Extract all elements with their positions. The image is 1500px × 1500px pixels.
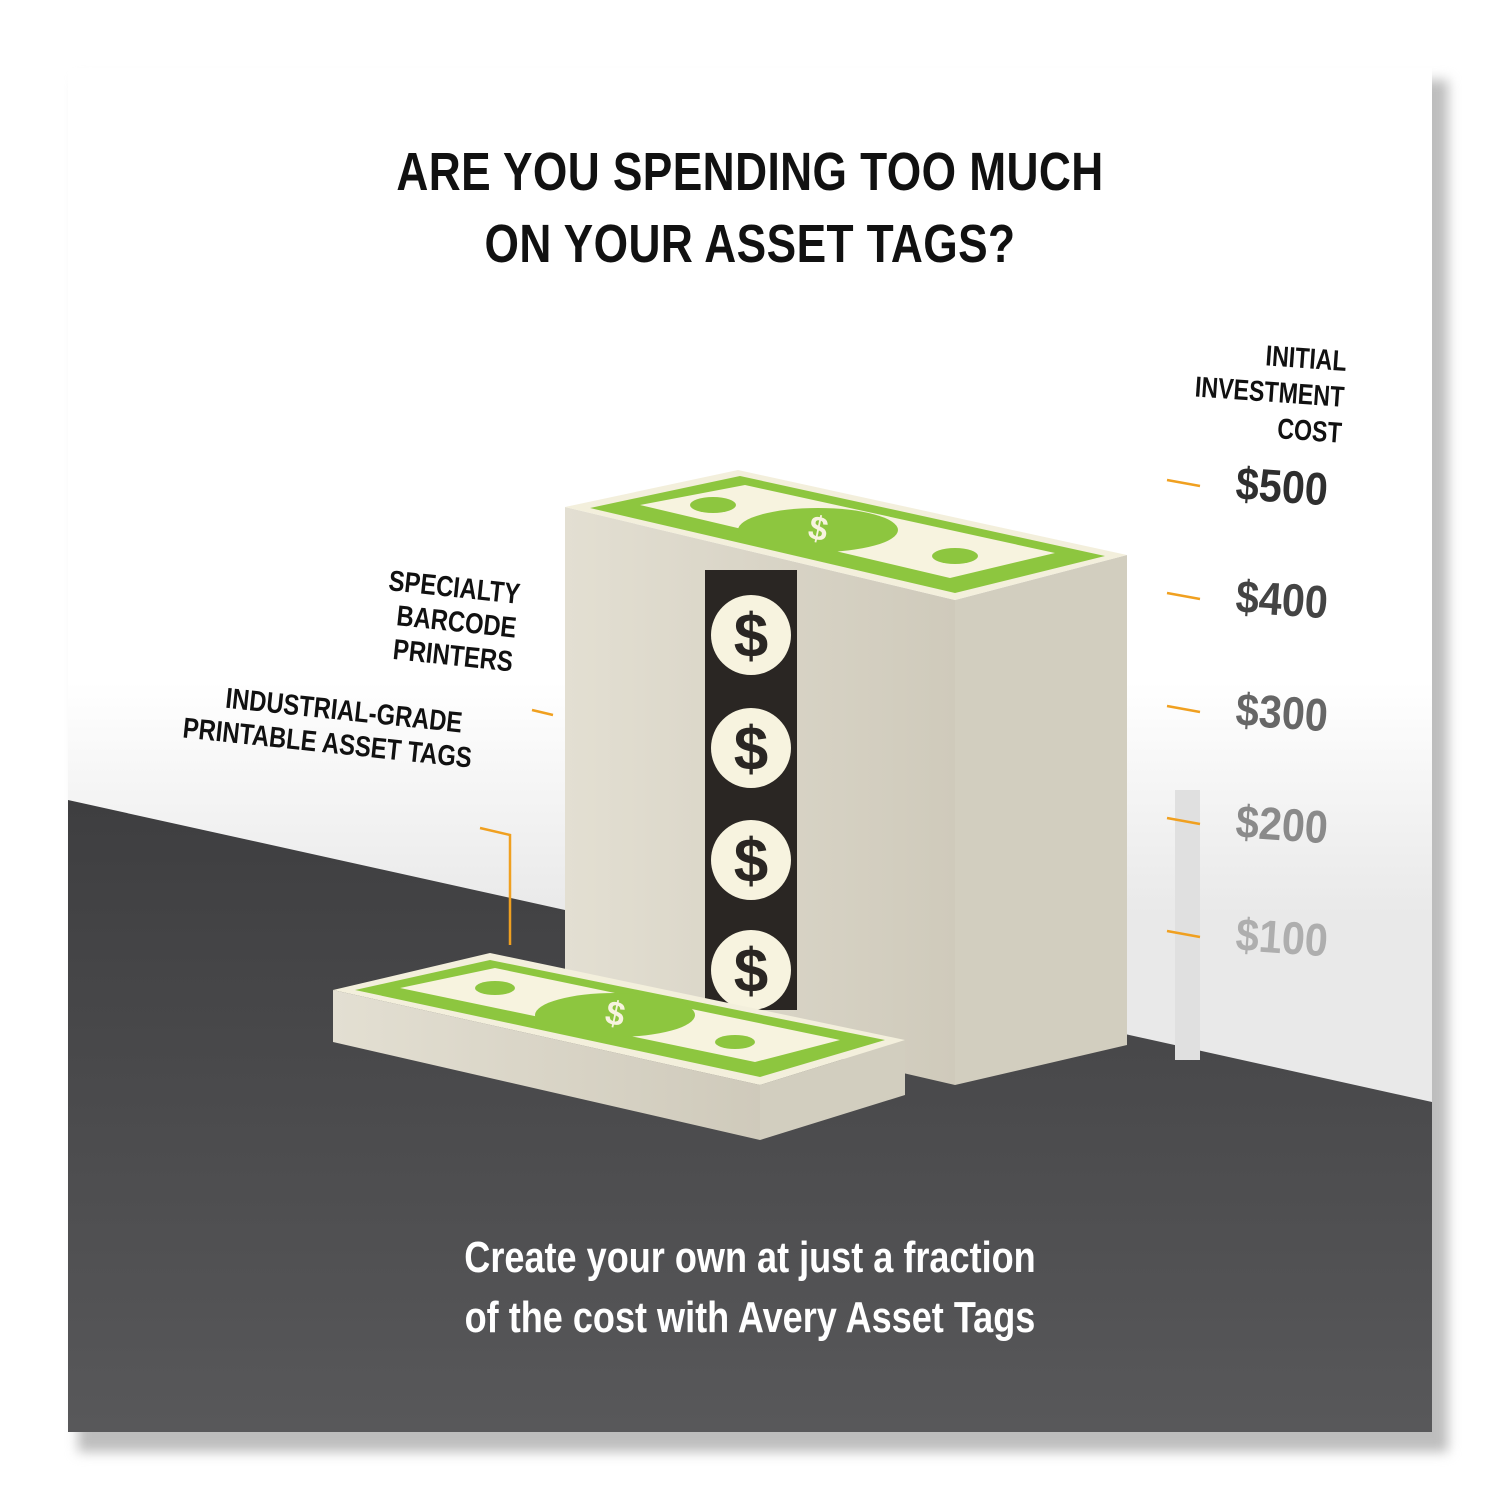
footer-line-1: Create your own at just a fraction [464,1233,1036,1282]
tick-label-100: $100 [1234,908,1330,967]
tick-label-200: $200 [1234,795,1330,854]
footer-line-2: of the cost with Avery Asset Tags [464,1293,1036,1342]
headline: ARE YOU SPENDING TOO MUCH ON YOUR ASSET … [191,136,1309,280]
leader-lines [479,478,1201,945]
dollar-coin-icons [711,595,791,1010]
footer-tagline: Create your own at just a fraction of th… [191,1228,1309,1348]
tick-label-400: $400 [1234,570,1330,629]
scene-illustration: $ $$$$ $ [68,470,1432,1432]
large-money-stack: $ $$$$ [565,470,1127,1085]
svg-text:$: $ [734,827,768,896]
wall-shadow [1175,790,1200,1060]
tick-label-500: $500 [1234,457,1330,516]
headline-line-2: ON YOUR ASSET TAGS? [484,214,1016,274]
svg-text:$: $ [734,715,768,784]
svg-text:$: $ [734,937,768,1006]
svg-text:$: $ [734,602,768,671]
scale-title: INITIAL INVESTMENT COST [1191,334,1348,452]
small-money-stack: $ [333,953,905,1140]
headline-line-1: ARE YOU SPENDING TOO MUCH [396,142,1104,202]
tick-label-300: $300 [1234,683,1330,742]
printers-label: SPECIALTY BARCODE PRINTERS [380,564,522,679]
infographic-card: $ $ $ $ $ $ [68,68,1432,1432]
